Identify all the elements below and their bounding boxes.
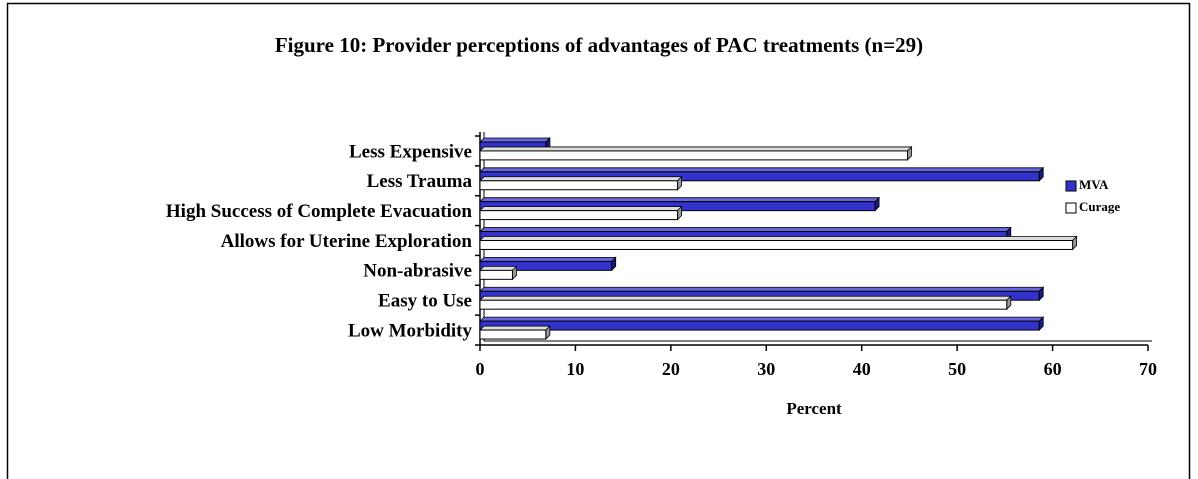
bar bbox=[479, 171, 1040, 182]
bar bbox=[479, 150, 909, 161]
bar-top bbox=[479, 286, 1045, 292]
legend-label: Curage bbox=[1079, 199, 1120, 214]
bar-top bbox=[479, 167, 1045, 173]
bar-top bbox=[479, 256, 617, 262]
bar-top bbox=[479, 176, 683, 182]
x-tick-label: 40 bbox=[853, 359, 871, 379]
bar-top bbox=[479, 197, 881, 203]
bar bbox=[479, 329, 547, 340]
bar-top bbox=[479, 325, 551, 331]
bar-top bbox=[479, 236, 1078, 241]
bar-top bbox=[479, 206, 683, 212]
x-tick-label: 70 bbox=[1139, 359, 1157, 379]
bar-top bbox=[479, 295, 1012, 301]
x-tick-label: 0 bbox=[476, 359, 485, 379]
bar-top bbox=[479, 316, 1045, 322]
bar bbox=[479, 240, 1074, 250]
bar-top bbox=[479, 146, 913, 152]
chart-title: Figure 10: Provider perceptions of advan… bbox=[275, 33, 923, 57]
x-tick-label: 60 bbox=[1044, 359, 1062, 379]
y-tick-label: Low Morbidity bbox=[348, 320, 473, 341]
y-tick-label: Non-abrasive bbox=[363, 261, 472, 282]
x-tick-label: 20 bbox=[662, 359, 680, 379]
x-tick-label: 10 bbox=[566, 359, 584, 379]
bar bbox=[479, 299, 1008, 310]
legend-swatch bbox=[1065, 180, 1077, 192]
bar bbox=[479, 269, 513, 280]
y-tick-label: Allows for Uterine Exploration bbox=[221, 231, 473, 252]
y-tick-label: Less Trauma bbox=[367, 171, 473, 192]
bar-top bbox=[479, 137, 551, 143]
x-tick-label: 30 bbox=[757, 359, 775, 379]
bar bbox=[479, 260, 613, 271]
bar bbox=[479, 180, 679, 191]
y-tick-label: Less Expensive bbox=[349, 141, 472, 162]
bar-top bbox=[479, 227, 1012, 232]
bar-top bbox=[479, 265, 518, 271]
legend-box bbox=[1062, 172, 1156, 224]
legend-swatch bbox=[1065, 202, 1077, 214]
bar bbox=[479, 210, 679, 221]
legend-label: MVA bbox=[1079, 177, 1109, 192]
y-tick-label: High Success of Complete Evacuation bbox=[166, 201, 473, 222]
x-tick-label: 50 bbox=[948, 359, 966, 379]
y-tick-label: Easy to Use bbox=[378, 291, 472, 312]
x-axis-label: Percent bbox=[786, 399, 842, 418]
bar bbox=[479, 320, 1040, 331]
